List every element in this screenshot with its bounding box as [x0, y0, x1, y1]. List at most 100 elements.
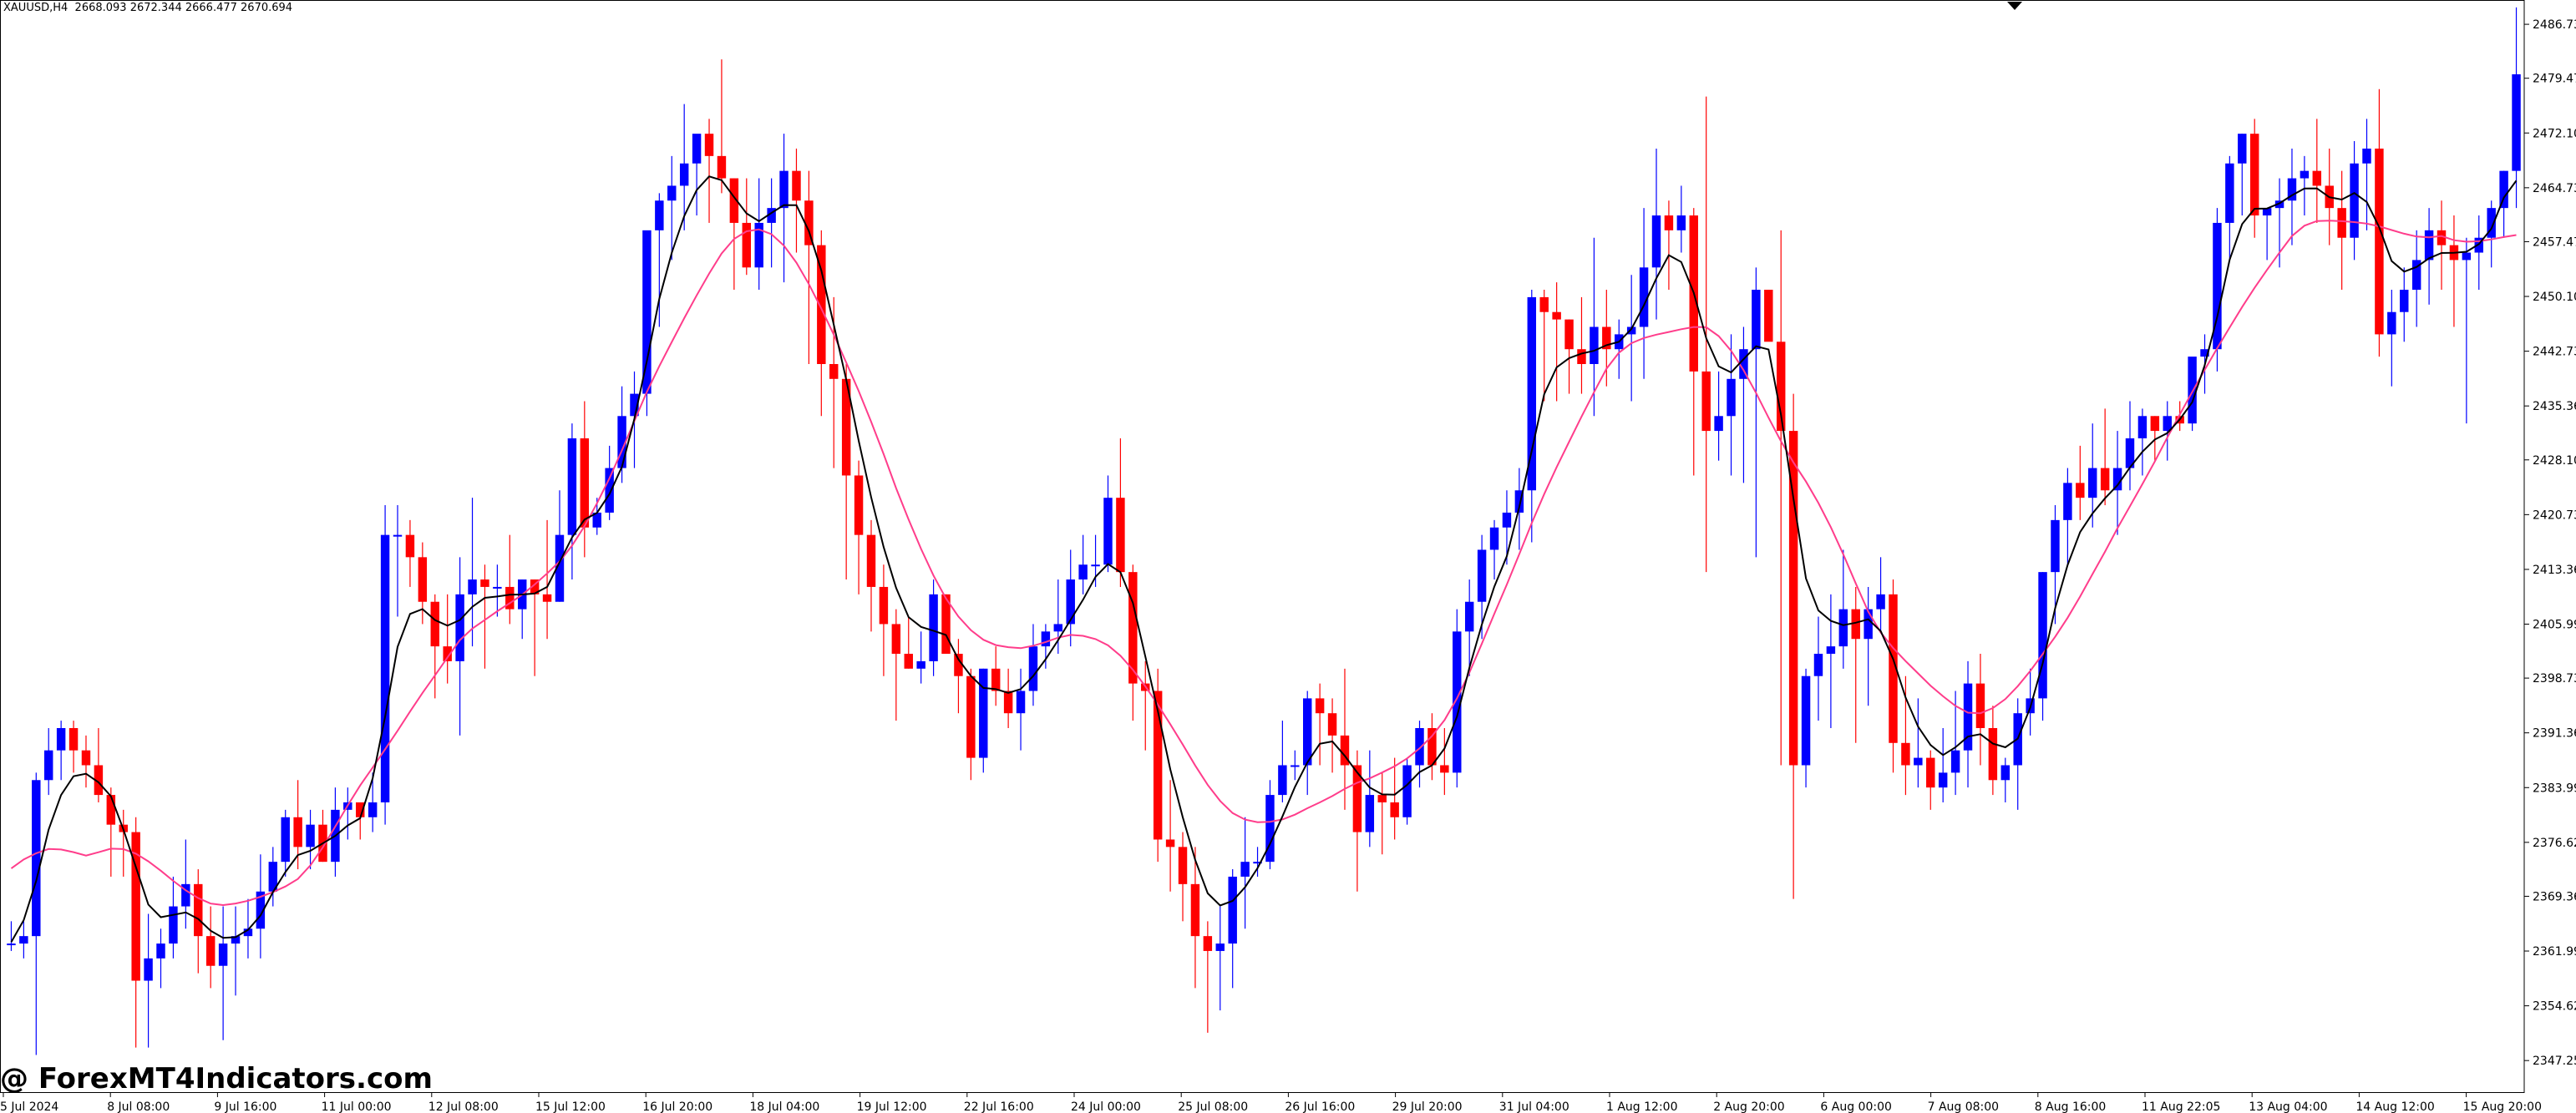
- candle-body: [106, 795, 116, 825]
- candle-body: [2038, 572, 2047, 699]
- candle-body: [1901, 742, 1910, 766]
- candle-body: [1278, 765, 1287, 796]
- candle-body: [455, 594, 464, 661]
- candle-body: [617, 416, 626, 468]
- candle-body: [1801, 675, 1811, 766]
- ma-slow-line: [10, 220, 2517, 907]
- candle-body: [268, 862, 278, 892]
- candle-body: [717, 155, 727, 179]
- candle-body: [841, 378, 851, 476]
- candle-body: [655, 200, 664, 230]
- candle-body: [2487, 208, 2496, 238]
- y-tick-label: 2413.360: [2533, 564, 2576, 577]
- candle-body: [792, 170, 801, 201]
- candle-body: [1190, 883, 1200, 937]
- candle-body: [468, 579, 477, 594]
- candle-body: [1788, 431, 1798, 766]
- candle-body: [1838, 609, 1848, 647]
- x-tick-label: 5 Jul 2024: [0, 1100, 58, 1113]
- candle-body: [1664, 215, 1674, 230]
- candle-body: [256, 891, 266, 929]
- candle-body: [966, 675, 976, 758]
- candle-body: [2150, 416, 2160, 432]
- candle-body: [2225, 163, 2234, 223]
- y-tick-label: 2361.990: [2533, 945, 2576, 959]
- candle-body: [530, 579, 540, 594]
- candle-body: [2474, 237, 2483, 253]
- y-tick-label: 2383.990: [2533, 782, 2576, 795]
- candle-body: [356, 802, 365, 817]
- candle-body: [306, 824, 315, 847]
- candle-body: [2400, 290, 2409, 312]
- candle-body: [2387, 311, 2396, 335]
- candle-body: [979, 668, 988, 758]
- x-tick-label: 22 Jul 16:00: [964, 1100, 1034, 1113]
- x-tick-label: 8 Jul 08:00: [107, 1100, 170, 1113]
- candle-body: [742, 222, 752, 268]
- candle-body: [1577, 349, 1586, 364]
- candle-body: [81, 750, 91, 766]
- candle-body: [380, 534, 390, 802]
- x-tick-label: 11 Jul 00:00: [322, 1100, 392, 1113]
- candle-body: [1514, 490, 1524, 513]
- y-tick-label: 2391.360: [2533, 727, 2576, 741]
- y-tick-label: 2479.470: [2533, 73, 2576, 86]
- candle-body: [1440, 765, 1449, 773]
- candle-body: [418, 557, 428, 602]
- candle-body: [1116, 498, 1125, 573]
- candle-body: [2188, 357, 2197, 424]
- y-tick-label: 2347.250: [2533, 1055, 2576, 1068]
- candle-body: [281, 817, 290, 863]
- candle-body: [2262, 208, 2272, 216]
- x-tick-label: 31 Jul 04:00: [1499, 1100, 1569, 1113]
- candle-body: [32, 780, 41, 937]
- candle-body: [505, 586, 515, 610]
- candle-body: [1215, 944, 1225, 951]
- candle-body: [2112, 468, 2122, 491]
- candle-body: [729, 178, 739, 223]
- candle-body: [1003, 691, 1013, 714]
- x-tick-label: 15 Aug 20:00: [2463, 1100, 2542, 1113]
- candle-body: [1178, 847, 1188, 884]
- candle-body: [1590, 326, 1599, 364]
- candle-body: [754, 222, 763, 268]
- candle-body: [393, 534, 403, 537]
- candle-body: [194, 883, 203, 937]
- candle-body: [44, 750, 53, 781]
- candle-body: [368, 802, 378, 817]
- y-tick-label: 2442.730: [2533, 346, 2576, 359]
- candle-body: [1427, 728, 1437, 766]
- candle-body: [443, 646, 452, 661]
- candle-body: [1776, 341, 1786, 432]
- watermark: @ ForexMT4Indicators.com: [0, 1062, 433, 1095]
- candle-body: [679, 163, 689, 186]
- candle-body: [430, 601, 439, 647]
- candle-body: [1502, 512, 1512, 528]
- y-tick-label: 2405.990: [2533, 619, 2576, 632]
- x-tick-label: 25 Jul 08:00: [1178, 1100, 1248, 1113]
- candle-body: [1539, 296, 1549, 312]
- candle-body: [1602, 326, 1611, 350]
- candle-body: [243, 928, 253, 937]
- chart-shift-marker-icon: [2007, 2, 2022, 10]
- x-tick-label: 9 Jul 16:00: [214, 1100, 276, 1113]
- candle-body: [2051, 519, 2060, 573]
- y-tick-label: 2420.730: [2533, 508, 2576, 522]
- candle-body: [829, 364, 839, 379]
- candle-body: [2063, 483, 2072, 520]
- candle-body: [1340, 735, 1350, 766]
- candle-body: [1203, 936, 1213, 951]
- candle-body: [2375, 148, 2384, 335]
- candle-body: [480, 579, 489, 587]
- candle-body: [2512, 73, 2521, 171]
- candle-body: [2424, 230, 2434, 261]
- candle-body: [1377, 795, 1387, 802]
- candle-body: [1066, 579, 1075, 625]
- candle-body: [1265, 795, 1275, 863]
- x-tick-label: 6 Aug 00:00: [1820, 1100, 1892, 1113]
- candle-body: [1228, 876, 1237, 944]
- candle-body: [2499, 170, 2508, 209]
- candle-body: [1240, 862, 1250, 877]
- candle-body: [1103, 498, 1113, 565]
- candle-body: [916, 660, 925, 669]
